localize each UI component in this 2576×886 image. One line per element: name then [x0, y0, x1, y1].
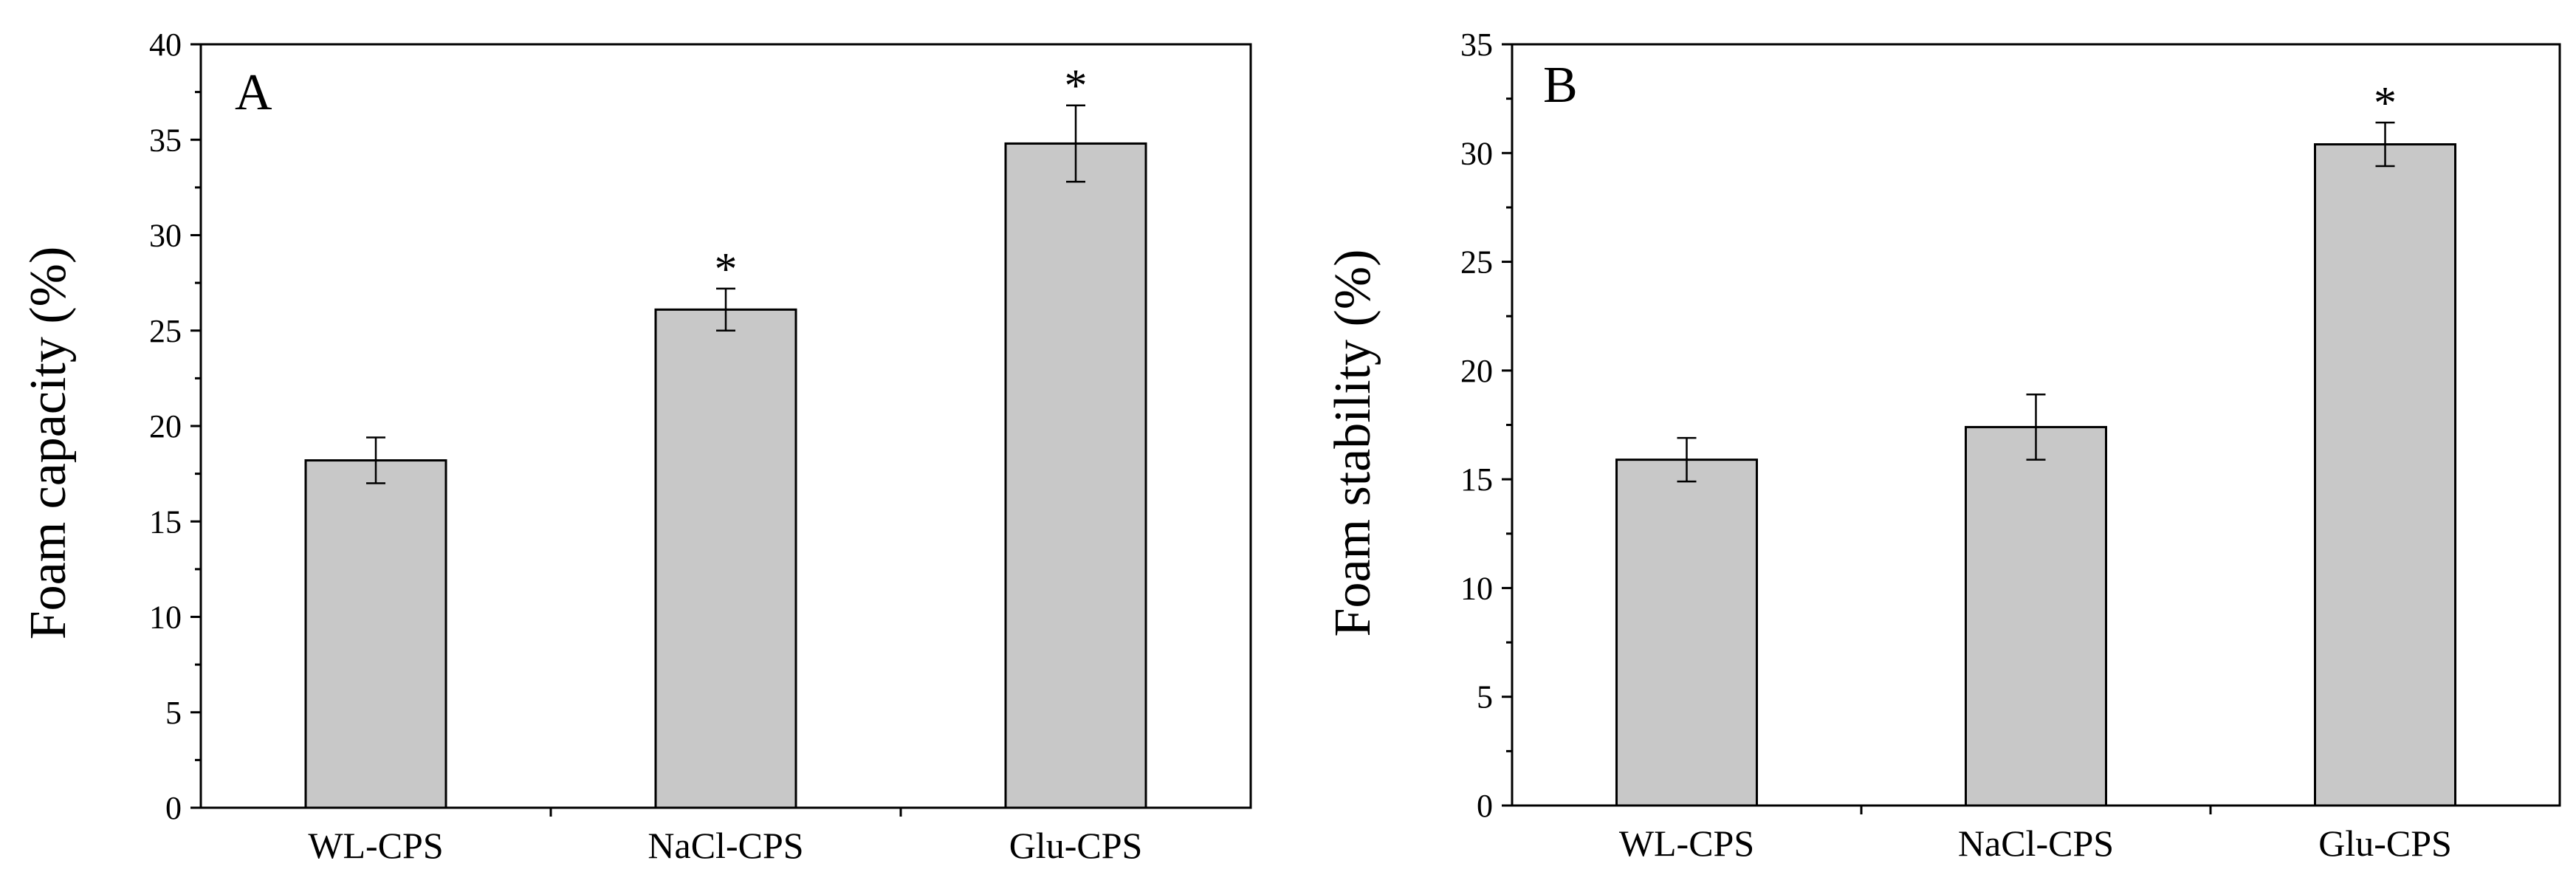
y-tick-label: 20	[149, 408, 182, 444]
y-tick-label: 5	[165, 695, 182, 731]
y-tick-label: 0	[165, 790, 182, 826]
panel-letter: A	[235, 64, 272, 121]
y-tick-label: 40	[149, 27, 182, 63]
y-tick-label: 0	[1477, 788, 1493, 824]
x-tick-label: WL-CPS	[308, 825, 443, 866]
y-tick-label: 5	[1477, 679, 1493, 715]
y-tick-label: 30	[1460, 135, 1493, 171]
significance-marker: *	[1065, 61, 1088, 111]
y-tick-label: 30	[149, 218, 182, 254]
y-axis-label: Foam capacity (%)	[20, 247, 77, 640]
y-tick-label: 10	[149, 600, 182, 636]
y-tick-label: 35	[1460, 27, 1493, 63]
y-tick-label: 35	[149, 122, 182, 158]
x-tick-label: NaCl-CPS	[648, 825, 803, 866]
y-tick-label: 25	[1460, 244, 1493, 281]
bar-nacl-cps	[654, 308, 797, 809]
y-axis-label: Foam stability (%)	[1325, 250, 1381, 637]
x-tick-label: WL-CPS	[1619, 823, 1754, 864]
panel-a-foam-capacity: Foam capacity (%) A WL-CPS * NaCl-CPS * Glu-…	[20, 27, 1252, 866]
bar-glu-cps	[1004, 142, 1147, 809]
y-tick-label: 15	[1460, 461, 1493, 498]
x-tick-label: NaCl-CPS	[1958, 823, 2114, 864]
y-tick-label: 20	[1460, 353, 1493, 389]
bar-wl-cps	[304, 459, 447, 809]
panel-letter: B	[1543, 57, 1578, 114]
panel-b-foam-stability: Foam stability (%) B WL-CPS NaCl-CPS * Glu-…	[1325, 27, 2561, 864]
significance-marker: *	[715, 244, 738, 295]
significance-marker: *	[2374, 78, 2397, 128]
bar-wl-cps	[1615, 459, 1758, 807]
x-tick-label: Glu-CPS	[2318, 823, 2452, 864]
y-tick-label: 15	[149, 504, 182, 540]
x-tick-label: Glu-CPS	[1009, 825, 1143, 866]
bar-nacl-cps	[1965, 425, 2107, 807]
bar-glu-cps	[2314, 143, 2456, 807]
plot-frame	[1511, 43, 2561, 807]
y-tick-label: 10	[1460, 570, 1493, 606]
y-tick-label: 25	[149, 313, 182, 349]
plot-frame	[199, 43, 1252, 809]
